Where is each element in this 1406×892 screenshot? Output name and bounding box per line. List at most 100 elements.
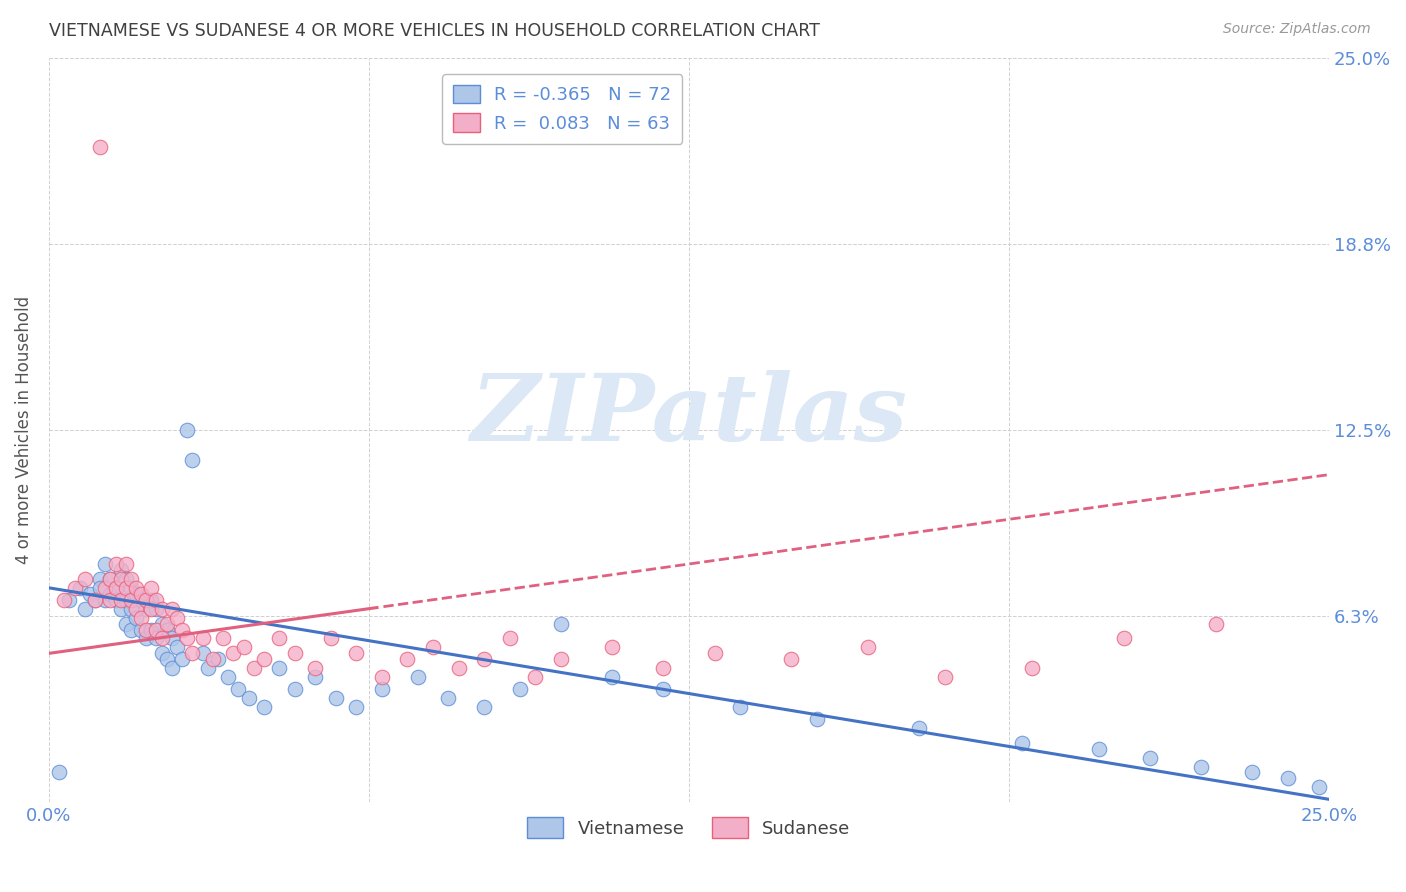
- Point: [1277, 772, 1299, 786]
- Point: [284, 646, 307, 660]
- Point: [104, 557, 127, 571]
- Point: [135, 601, 157, 615]
- Point: [150, 616, 173, 631]
- Point: [509, 682, 531, 697]
- Point: [550, 652, 572, 666]
- Point: [191, 632, 214, 646]
- Point: [856, 640, 879, 655]
- Point: [1189, 759, 1212, 773]
- Point: [48, 765, 70, 780]
- Point: [104, 581, 127, 595]
- Point: [53, 592, 76, 607]
- Point: [114, 581, 136, 595]
- Point: [191, 646, 214, 660]
- Point: [89, 140, 111, 154]
- Point: [1205, 616, 1227, 631]
- Point: [396, 652, 419, 666]
- Y-axis label: 4 or more Vehicles in Household: 4 or more Vehicles in Household: [15, 296, 32, 564]
- Point: [125, 601, 148, 615]
- Point: [94, 592, 117, 607]
- Point: [253, 700, 276, 714]
- Point: [141, 581, 163, 595]
- Point: [934, 670, 956, 684]
- Point: [145, 601, 167, 615]
- Point: [242, 661, 264, 675]
- Point: [150, 646, 173, 660]
- Point: [120, 592, 142, 607]
- Point: [145, 632, 167, 646]
- Point: [166, 640, 188, 655]
- Point: [120, 623, 142, 637]
- Point: [344, 700, 367, 714]
- Point: [150, 632, 173, 646]
- Point: [160, 632, 183, 646]
- Point: [160, 601, 183, 615]
- Point: [472, 700, 495, 714]
- Point: [89, 581, 111, 595]
- Point: [422, 640, 444, 655]
- Point: [176, 423, 198, 437]
- Point: [110, 592, 132, 607]
- Point: [104, 581, 127, 595]
- Point: [120, 572, 142, 586]
- Point: [371, 670, 394, 684]
- Point: [110, 563, 132, 577]
- Point: [600, 670, 623, 684]
- Point: [652, 682, 675, 697]
- Text: Source: ZipAtlas.com: Source: ZipAtlas.com: [1223, 22, 1371, 37]
- Point: [63, 581, 86, 595]
- Point: [1308, 780, 1330, 795]
- Point: [304, 661, 326, 675]
- Point: [94, 581, 117, 595]
- Text: VIETNAMESE VS SUDANESE 4 OR MORE VEHICLES IN HOUSEHOLD CORRELATION CHART: VIETNAMESE VS SUDANESE 4 OR MORE VEHICLE…: [49, 22, 820, 40]
- Point: [284, 682, 307, 697]
- Point: [135, 632, 157, 646]
- Point: [114, 557, 136, 571]
- Point: [69, 581, 91, 595]
- Point: [652, 661, 675, 675]
- Point: [728, 700, 751, 714]
- Point: [125, 581, 148, 595]
- Point: [269, 632, 291, 646]
- Point: [176, 632, 198, 646]
- Point: [181, 646, 204, 660]
- Legend: Vietnamese, Sudanese: Vietnamese, Sudanese: [520, 810, 858, 846]
- Point: [79, 587, 101, 601]
- Point: [1139, 750, 1161, 764]
- Point: [89, 572, 111, 586]
- Point: [703, 646, 725, 660]
- Point: [129, 610, 152, 624]
- Point: [1021, 661, 1043, 675]
- Point: [217, 670, 239, 684]
- Point: [172, 652, 194, 666]
- Point: [166, 610, 188, 624]
- Point: [232, 640, 254, 655]
- Point: [550, 616, 572, 631]
- Point: [100, 592, 122, 607]
- Point: [141, 601, 163, 615]
- Point: [1087, 741, 1109, 756]
- Point: [156, 652, 179, 666]
- Point: [181, 452, 204, 467]
- Point: [145, 623, 167, 637]
- Point: [84, 592, 107, 607]
- Point: [114, 572, 136, 586]
- Point: [156, 616, 179, 631]
- Point: [125, 610, 148, 624]
- Point: [104, 592, 127, 607]
- Point: [100, 587, 122, 601]
- Point: [129, 592, 152, 607]
- Point: [160, 661, 183, 675]
- Point: [269, 661, 291, 675]
- Point: [84, 592, 107, 607]
- Point: [94, 557, 117, 571]
- Point: [437, 691, 460, 706]
- Point: [319, 632, 342, 646]
- Point: [172, 623, 194, 637]
- Point: [406, 670, 429, 684]
- Point: [100, 572, 122, 586]
- Point: [110, 572, 132, 586]
- Point: [253, 652, 276, 666]
- Point: [135, 592, 157, 607]
- Point: [120, 581, 142, 595]
